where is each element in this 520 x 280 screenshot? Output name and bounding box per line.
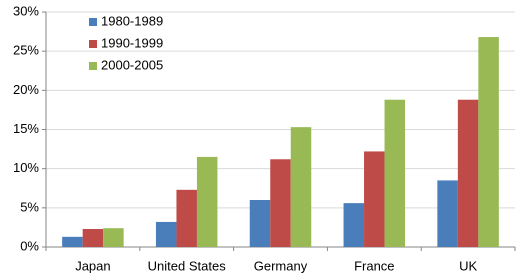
bar [176, 189, 197, 247]
legend-label: 1990-1999 [101, 35, 163, 50]
bar [364, 151, 385, 247]
legend-label: 1980-1989 [101, 13, 163, 28]
bar [155, 221, 177, 247]
legend-label: 2000-2005 [101, 57, 163, 72]
bar [196, 156, 218, 247]
legend-swatch [89, 18, 97, 26]
y-tick-label: 20% [13, 82, 39, 97]
bar [478, 37, 499, 247]
bar [249, 200, 271, 247]
y-tick-label: 25% [13, 43, 39, 58]
y-tick-label: 5% [20, 199, 39, 214]
x-tick-label: Japan [75, 258, 110, 273]
bar [290, 127, 312, 247]
bar [384, 99, 406, 247]
y-tick-label: 10% [13, 160, 39, 175]
bar [270, 159, 291, 247]
x-tick-label: Germany [254, 258, 308, 273]
x-tick-label: UK [459, 258, 477, 273]
bar [343, 203, 365, 247]
legend-swatch [89, 40, 97, 48]
bar [82, 228, 104, 247]
x-tick-label: France [354, 258, 394, 273]
bar [62, 236, 83, 247]
bar [103, 228, 124, 247]
y-tick-label: 0% [20, 238, 39, 253]
x-tick-label: United States [148, 258, 227, 273]
legend-swatch [89, 62, 97, 70]
bar [437, 180, 458, 247]
y-tick-label: 30% [13, 3, 39, 18]
y-tick-label: 15% [13, 121, 39, 136]
bar [457, 99, 479, 247]
